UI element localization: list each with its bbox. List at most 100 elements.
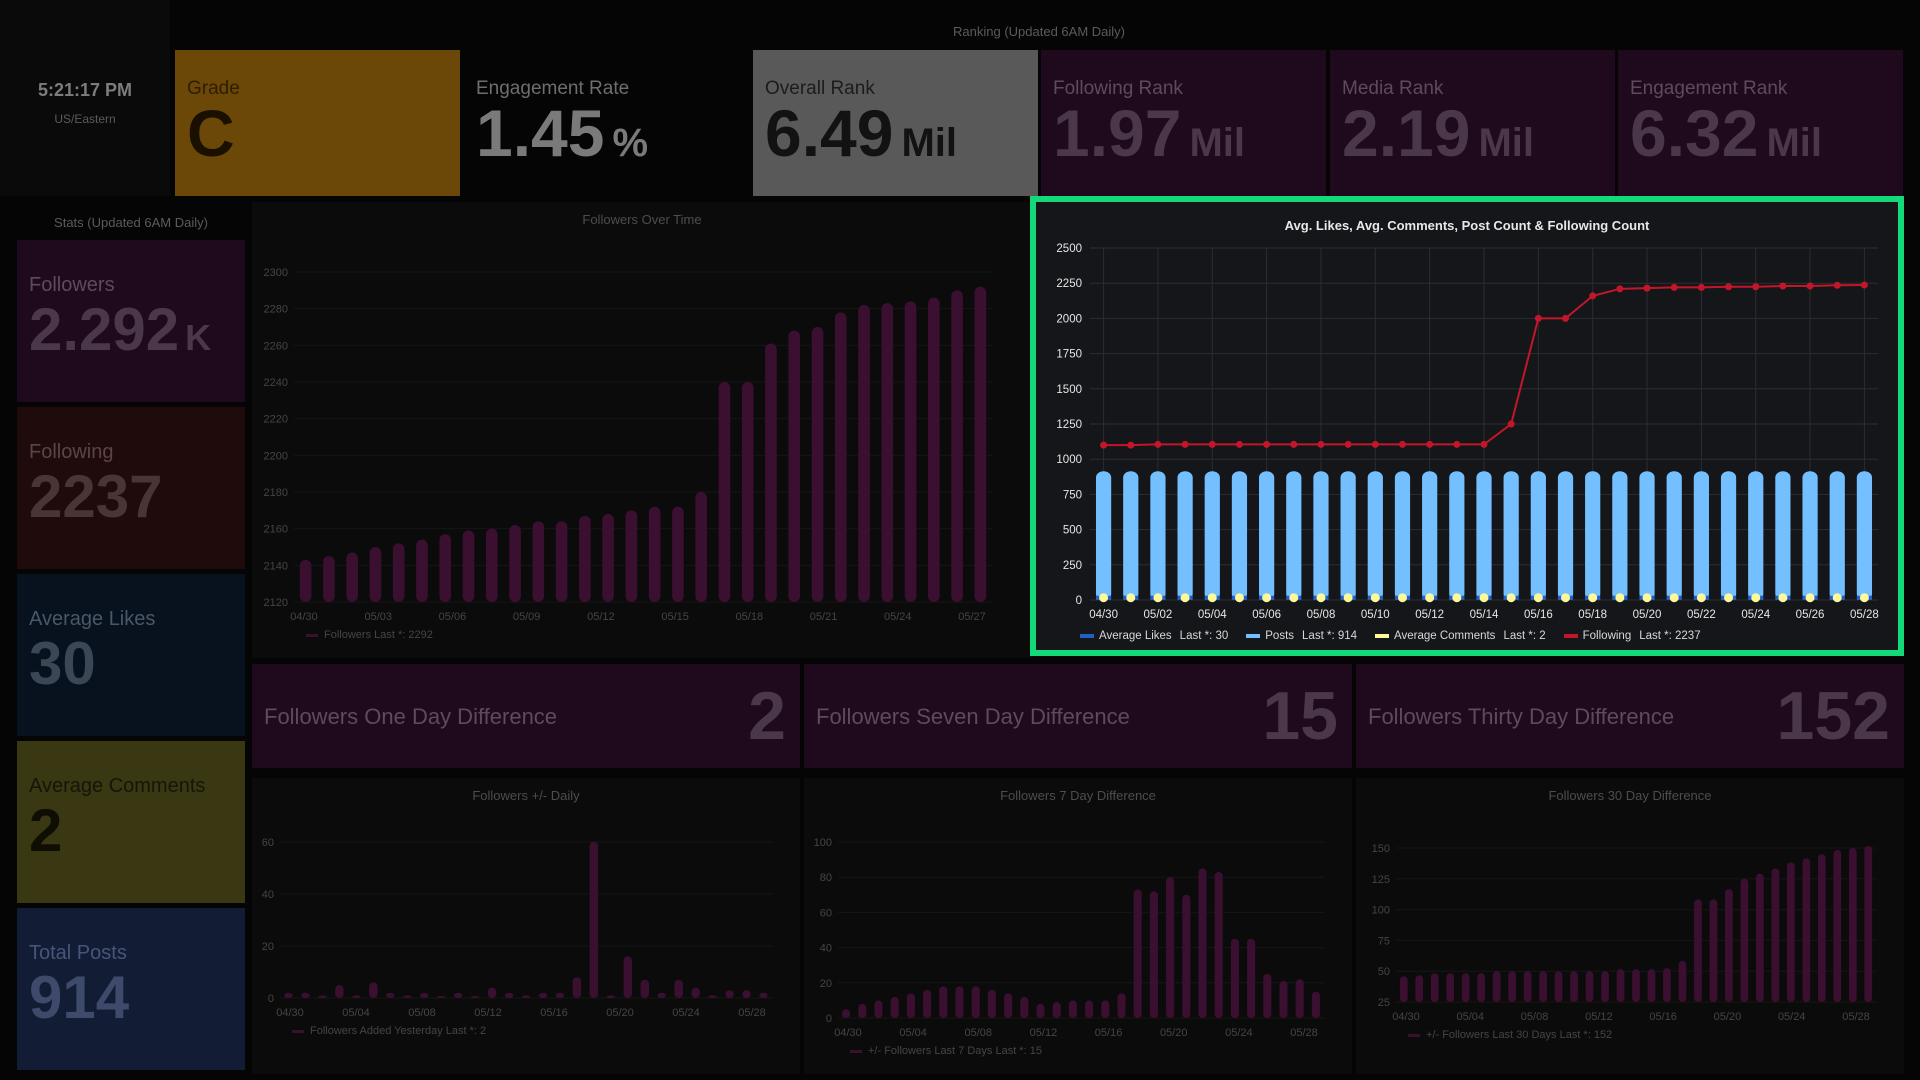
bar [1263, 974, 1272, 1018]
following-point [1480, 440, 1488, 448]
tile-number: 914 [29, 964, 130, 1031]
bar [858, 1003, 867, 1018]
x-tick-label: 05/28 [738, 1007, 766, 1019]
posts-bar [1340, 471, 1356, 600]
avg-comments-point [1533, 593, 1543, 603]
bar [538, 992, 548, 998]
avg-comments-point [1180, 593, 1190, 603]
avg-comments-point [1561, 593, 1571, 603]
x-tick-label: 05/16 [540, 1007, 568, 1019]
bar [708, 995, 717, 998]
legend-swatch [306, 634, 318, 637]
posts-bar [1666, 471, 1682, 600]
bar [1182, 894, 1191, 1018]
x-tick-label: 05/08 [1307, 609, 1336, 621]
posts-bar [1313, 471, 1329, 600]
y-tick-label: 2280 [264, 304, 288, 316]
following-point [1779, 282, 1787, 290]
posts-bar [1286, 471, 1302, 600]
clock-time: 5:21:17 PM [37, 80, 133, 100]
difference-label: Followers One Day Difference [264, 704, 558, 729]
followers-over-time-panel[interactable]: Followers Over Time 2300 2280 2260 2240 2220… [252, 202, 1032, 658]
bar [725, 990, 734, 998]
tile-label: Overall Rank [765, 78, 875, 99]
bar [691, 987, 700, 998]
legend-item-posts[interactable]: Posts Last *: 914 [1238, 630, 1357, 642]
bar [788, 330, 801, 602]
bar [1616, 969, 1625, 1002]
bar [640, 979, 649, 998]
x-tick-label: 05/02 [1144, 609, 1173, 621]
difference-tile: Followers Thirty Day Difference 152 [1356, 664, 1904, 768]
legend-label: +/- Followers Last 7 Days Last *: 15 [868, 1045, 1042, 1057]
bar [858, 305, 870, 602]
tile-label: Media Rank [1342, 78, 1444, 99]
legend-item-following[interactable]: Following Last *: 2237 [1556, 630, 1701, 642]
legend-item-average-likes[interactable]: Average Likes Last *: 30 [1072, 630, 1228, 642]
bar [674, 979, 683, 998]
posts-bar [1639, 471, 1655, 600]
bar [928, 297, 940, 602]
bar [625, 510, 638, 602]
bar [1601, 971, 1609, 1002]
panel-title: Followers 30 Day Difference [1548, 788, 1712, 803]
x-tick-label: 05/04 [342, 1007, 370, 1019]
main-chart-panel[interactable]: Avg. Likes, Avg. Comments, Post Count & … [1030, 196, 1904, 656]
y-tick-label: 2000 [1056, 313, 1082, 325]
legend-last-value: Last *: 30 [1179, 630, 1229, 642]
bar [485, 528, 498, 602]
posts-bar [1095, 471, 1112, 600]
bar [1446, 973, 1455, 1002]
bar [1786, 862, 1795, 1002]
avg-comments-point [1751, 593, 1761, 603]
x-tick-label: 05/16 [1095, 1027, 1123, 1039]
stat-tile-average-comments: Average Comments 2 [17, 741, 245, 903]
bar [951, 290, 963, 602]
panel-title: Followers 7 Day Difference [1000, 788, 1156, 803]
followers-seven-day-panel[interactable]: Followers 7 Day Difference 100 80 60 40 20 0 0… [804, 778, 1352, 1074]
bar [1430, 973, 1439, 1002]
y-tick-label: 40 [262, 889, 274, 901]
y-tick-label: 1500 [1056, 384, 1082, 396]
legend-name: Average Comments [1394, 630, 1496, 642]
tile-number: 30 [29, 630, 96, 697]
legend-last-value: Last *: 2237 [1639, 630, 1701, 642]
bar [672, 506, 684, 602]
posts-bar [1204, 471, 1220, 600]
posts-bar [1693, 471, 1709, 600]
legend-item-average-comments[interactable]: Average Comments Last *: 2 [1367, 630, 1546, 642]
avg-comments-point [1126, 593, 1136, 603]
followers-thirty-day-panel[interactable]: Followers 30 Day Difference 150 125 100 75 5… [1356, 778, 1904, 1074]
bar [1117, 993, 1126, 1018]
x-tick-label: 05/12 [1030, 1027, 1058, 1039]
bar [987, 989, 996, 1018]
x-tick-label: 05/21 [810, 611, 838, 623]
tile-number: 6.32 [1630, 96, 1759, 170]
posts-bar [1476, 471, 1492, 600]
x-tick-label: 05/20 [1714, 1011, 1742, 1023]
bar [419, 992, 429, 998]
x-tick-label: 05/22 [1687, 609, 1716, 621]
stat-tile-following: Following 2237 [17, 407, 245, 569]
tile-number: 2.292 [29, 296, 180, 363]
stat-tile-followers: Followers 2.292 K [17, 240, 245, 402]
bar [1295, 979, 1304, 1018]
bar [346, 552, 358, 602]
posts-bar [1367, 471, 1383, 600]
bar [906, 993, 915, 1018]
followers-daily-panel[interactable]: Followers +/- Daily 60 40 20 0 04/30 05/04 05/… [252, 778, 800, 1074]
posts-bar [1829, 471, 1845, 600]
tile-number: 2237 [29, 463, 163, 530]
bar [1848, 848, 1857, 1002]
clock-timezone: US/Eastern [54, 112, 116, 126]
bar [1101, 1000, 1110, 1018]
bar [555, 521, 568, 602]
y-tick-label: 40 [820, 943, 832, 955]
tile-value: 2237 [29, 467, 168, 527]
avg-comments-point [1425, 593, 1435, 603]
bar [657, 992, 666, 998]
x-tick-label: 04/30 [1089, 609, 1118, 621]
bar [834, 312, 847, 602]
posts-bar [1150, 471, 1166, 600]
